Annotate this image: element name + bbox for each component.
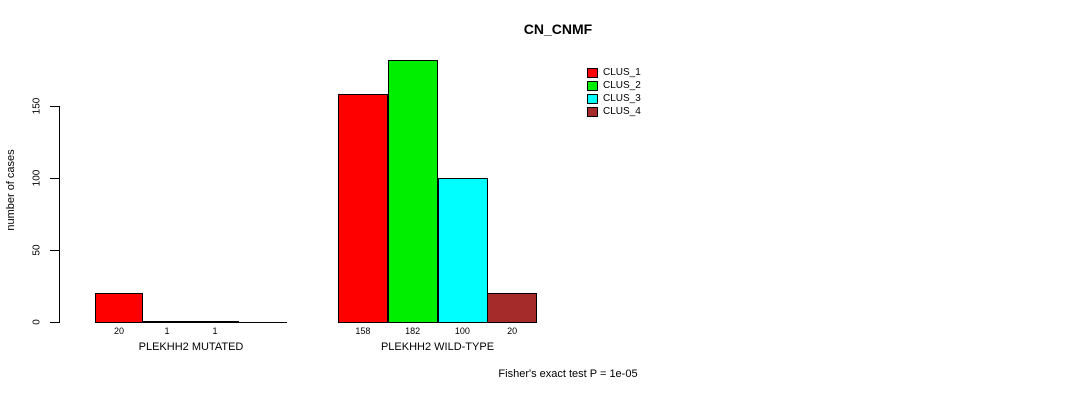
y-axis-title: number of cases [5,149,17,231]
y-axis-tick [50,322,59,323]
legend-label-clus_4: CLUS_4 [603,106,641,117]
bar-value-label: 20 [507,326,518,336]
y-tick-label: 0 [31,319,43,325]
legend-label-clus_1: CLUS_1 [603,67,641,78]
bar-clus_1 [338,94,388,323]
category-label: PLEKHH2 MUTATED [138,341,244,353]
bar-clus_2 [143,321,191,323]
chart-title: CN_CNMF [523,21,593,37]
legend-swatch-clus_1 [587,68,598,78]
y-axis-tick [50,106,59,107]
y-tick-label: 150 [31,97,43,115]
y-axis-tick [50,178,59,179]
legend-label-clus_3: CLUS_3 [603,93,641,104]
bar-clus_2 [388,60,438,323]
legend-swatch-clus_4 [587,107,598,117]
y-tick-label: 100 [31,169,43,187]
bar-value-label: 182 [405,326,421,336]
bar-value-label: 20 [113,326,125,336]
bar-clus_4 [487,293,537,323]
bar-clus_3 [191,321,239,323]
fisher-test-annotation: Fisher's exact test P = 1e-05 [498,368,638,380]
y-tick-label: 50 [31,244,43,256]
category-label: PLEKHH2 WILD-TYPE [380,341,495,353]
bar-value-label: 1 [164,326,170,336]
y-axis-tick [50,250,59,251]
bar-clus_3 [438,178,488,323]
y-axis-line [59,106,60,323]
bar-clus_1 [95,293,143,323]
bar-value-label: 158 [355,326,371,336]
legend-swatch-clus_3 [587,94,598,104]
legend-swatch-clus_2 [587,81,598,91]
legend-label-clus_2: CLUS_2 [603,80,641,91]
bar-value-label: 100 [454,326,470,336]
bar-value-label: 1 [212,326,218,336]
